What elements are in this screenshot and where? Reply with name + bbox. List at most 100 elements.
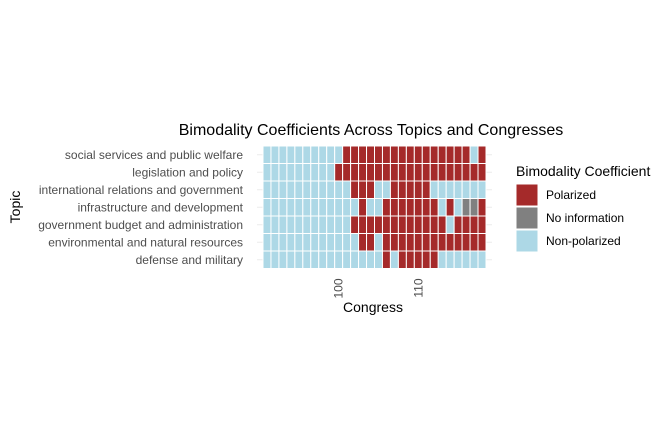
heatmap-cell-r6-c99: [326, 250, 336, 269]
heatmap-cell-r0-c94: [286, 145, 296, 164]
heatmap-cell-r2-c96: [302, 180, 312, 199]
heatmap-cell-r3-c91: [262, 198, 272, 217]
heatmap-cell-r2-c112: [429, 180, 439, 199]
heatmap-cell-r4-c101: [342, 215, 352, 234]
heatmap-cell-r5-c116: [461, 233, 471, 252]
heatmap-cell-r2-c109: [405, 180, 415, 199]
heatmap-cell-r2-c103: [358, 180, 368, 199]
heatmap-cell-r6-c104: [366, 250, 375, 269]
heatmap-cell-r2-c106: [381, 180, 391, 199]
heatmap-cell-r2-c101: [342, 180, 352, 199]
heatmap-cell-r6-c91: [262, 250, 272, 269]
heatmap-cell-r1-c109: [405, 163, 415, 182]
heatmap-cell-r0-c101: [342, 145, 352, 164]
heatmap-cell-r6-c115: [453, 250, 463, 269]
heatmap-cell-r6-c101: [342, 250, 352, 269]
heatmap-cell-r0-c99: [326, 145, 336, 164]
heatmap-cell-r0-c93: [278, 145, 288, 164]
heatmap-cell-r6-c118: [477, 250, 487, 269]
heatmap-cell-r0-c107: [389, 145, 399, 164]
heatmap-cell-r0-c95: [294, 145, 304, 164]
heatmap-cell-r5-c91: [262, 233, 272, 252]
heatmap-cell-r0-c91: [262, 145, 272, 164]
heatmap-cell-r1-c105: [374, 163, 383, 182]
heatmap-cell-r3-c113: [437, 198, 447, 217]
heatmap-cell-r6-c111: [421, 250, 431, 269]
heatmap-cell-r2-c92: [270, 180, 280, 199]
heatmap-cell-r3-c103: [358, 198, 368, 217]
y-tick-label: defense and military: [136, 253, 243, 267]
heatmap-cell-r4-c105: [374, 215, 383, 234]
x-axis-label: Congress: [343, 299, 403, 315]
heatmap-cell-r4-c114: [445, 215, 455, 234]
heatmap-cell-r0-c118: [477, 145, 487, 164]
heatmap-cell-r4-c104: [366, 215, 375, 234]
heatmap-cell-r1-c94: [286, 163, 296, 182]
legend-label: No information: [546, 211, 624, 225]
heatmap-cell-r5-c113: [437, 233, 447, 252]
legend-swatch-N: [515, 206, 539, 230]
heatmap-cell-r6-c96: [302, 250, 312, 269]
heatmap-cell-r2-c91: [262, 180, 272, 199]
legend-swatch-U: [515, 229, 539, 253]
x-tick-label: 100: [332, 278, 346, 298]
heatmap-cell-r3-c112: [429, 198, 439, 217]
heatmap-cell-r1-c101: [342, 163, 352, 182]
heatmap-cell-r1-c96: [302, 163, 312, 182]
heatmap-cell-r2-c108: [397, 180, 407, 199]
y-tick-label: government budget and administration: [38, 218, 243, 232]
legend-label: Non-polarized: [546, 234, 621, 248]
heatmap-cell-r1-c99: [326, 163, 336, 182]
heatmap-cell-r0-c100: [334, 145, 344, 164]
heatmap-cell-r0-c96: [302, 145, 312, 164]
heatmap-cell-r5-c97: [310, 233, 320, 252]
heatmap-cell-r5-c103: [358, 233, 368, 252]
heatmap-cell-r0-c104: [366, 145, 375, 164]
heatmap-cell-r5-c94: [286, 233, 296, 252]
heatmap-cell-r4-c113: [437, 215, 447, 234]
legend: Bimodality Coefficient Polarized No infor…: [515, 163, 650, 253]
heatmap-cell-r3-c118: [477, 198, 487, 217]
heatmap-cell-r4-c97: [310, 215, 320, 234]
heatmap-cell-r5-c109: [405, 233, 415, 252]
heatmap-cell-r6-c98: [318, 250, 328, 269]
heatmap-cell-r1-c97: [310, 163, 320, 182]
heatmap-cell-r1-c107: [389, 163, 399, 182]
y-tick-label: environmental and natural resources: [48, 235, 243, 249]
heatmap-cell-r3-c93: [278, 198, 288, 217]
heatmap-cell-r2-c99: [326, 180, 336, 199]
heatmap-cell-r5-c115: [453, 233, 463, 252]
heatmap-cell-r5-c101: [342, 233, 352, 252]
heatmap-cell-r2-c93: [278, 180, 288, 199]
heatmap-cell-r4-c106: [381, 215, 391, 234]
heatmap-cell-r6-c103: [358, 250, 368, 269]
heatmap-cell-r1-c103: [358, 163, 368, 182]
heatmap-cell-r5-c104: [366, 233, 375, 252]
heatmap-cell-r1-c98: [318, 163, 328, 182]
heatmap-cell-r3-c98: [318, 198, 328, 217]
heatmap-cell-r2-c107: [389, 180, 399, 199]
heatmap-cell-r2-c97: [310, 180, 320, 199]
heatmap-cell-r6-c108: [397, 250, 407, 269]
heatmap-cell-r6-c100: [334, 250, 344, 269]
heatmap-cell-r5-c106: [381, 233, 391, 252]
heatmap-cell-r5-c112: [429, 233, 439, 252]
heatmap-cell-r0-c114: [445, 145, 455, 164]
heatmap-cell-r2-c118: [477, 180, 487, 199]
heatmap-cell-r3-c92: [270, 198, 280, 217]
heatmap-cell-r6-c110: [413, 250, 423, 269]
heatmap-cell-r4-c102: [350, 215, 360, 234]
heatmap-cell-r5-c96: [302, 233, 312, 252]
heatmap-cell-r4-c116: [461, 215, 471, 234]
heatmap-cell-r4-c112: [429, 215, 439, 234]
heatmap-cell-r5-c100: [334, 233, 344, 252]
heatmap-cell-r3-c96: [302, 198, 312, 217]
heatmap-cell-r3-c106: [381, 198, 391, 217]
heatmap-cell-r5-c110: [413, 233, 423, 252]
heatmap-cell-r0-c110: [413, 145, 423, 164]
heatmap-cell-r4-c91: [262, 215, 272, 234]
heatmap-cell-r1-c93: [278, 163, 288, 182]
heatmap-cell-r6-c112: [429, 250, 439, 269]
heatmap-cell-r3-c95: [294, 198, 304, 217]
heatmap-cell-r6-c105: [374, 250, 383, 269]
